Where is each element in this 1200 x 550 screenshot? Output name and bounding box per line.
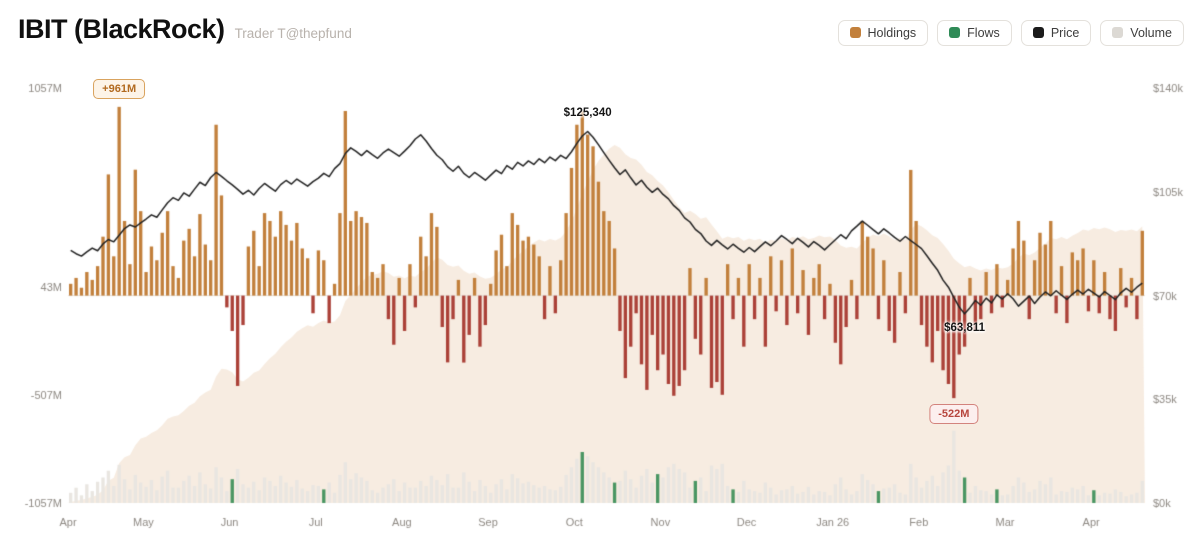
legend: Holdings Flows Price Volume — [837, 19, 1184, 46]
price-low-annotation: $63,811 — [944, 321, 986, 334]
max-inflow-annotation: +961M — [93, 79, 146, 99]
legend-item-flows[interactable]: Flows — [937, 19, 1012, 46]
legend-label-holdings: Holdings — [867, 25, 917, 40]
price-swatch-icon — [1032, 27, 1044, 38]
flows-swatch-icon — [949, 27, 961, 38]
page-subtitle: Trader T@thepfund — [234, 26, 352, 41]
legend-item-holdings[interactable]: Holdings — [837, 19, 929, 46]
legend-label-volume: Volume — [1130, 25, 1172, 40]
page-title: IBIT (BlackRock) — [18, 14, 225, 44]
legend-item-volume[interactable]: Volume — [1100, 19, 1184, 46]
legend-item-price[interactable]: Price — [1020, 19, 1092, 46]
holdings-swatch-icon — [849, 27, 861, 38]
max-outflow-annotation: -522M — [929, 404, 979, 424]
volume-swatch-icon — [1112, 27, 1124, 38]
price-high-annotation: $125,340 — [563, 107, 612, 120]
legend-label-flows: Flows — [967, 25, 1000, 40]
header: IBIT (BlackRock) Trader T@thepfund Holdi… — [0, 0, 1200, 46]
legend-label-price: Price — [1050, 25, 1080, 40]
